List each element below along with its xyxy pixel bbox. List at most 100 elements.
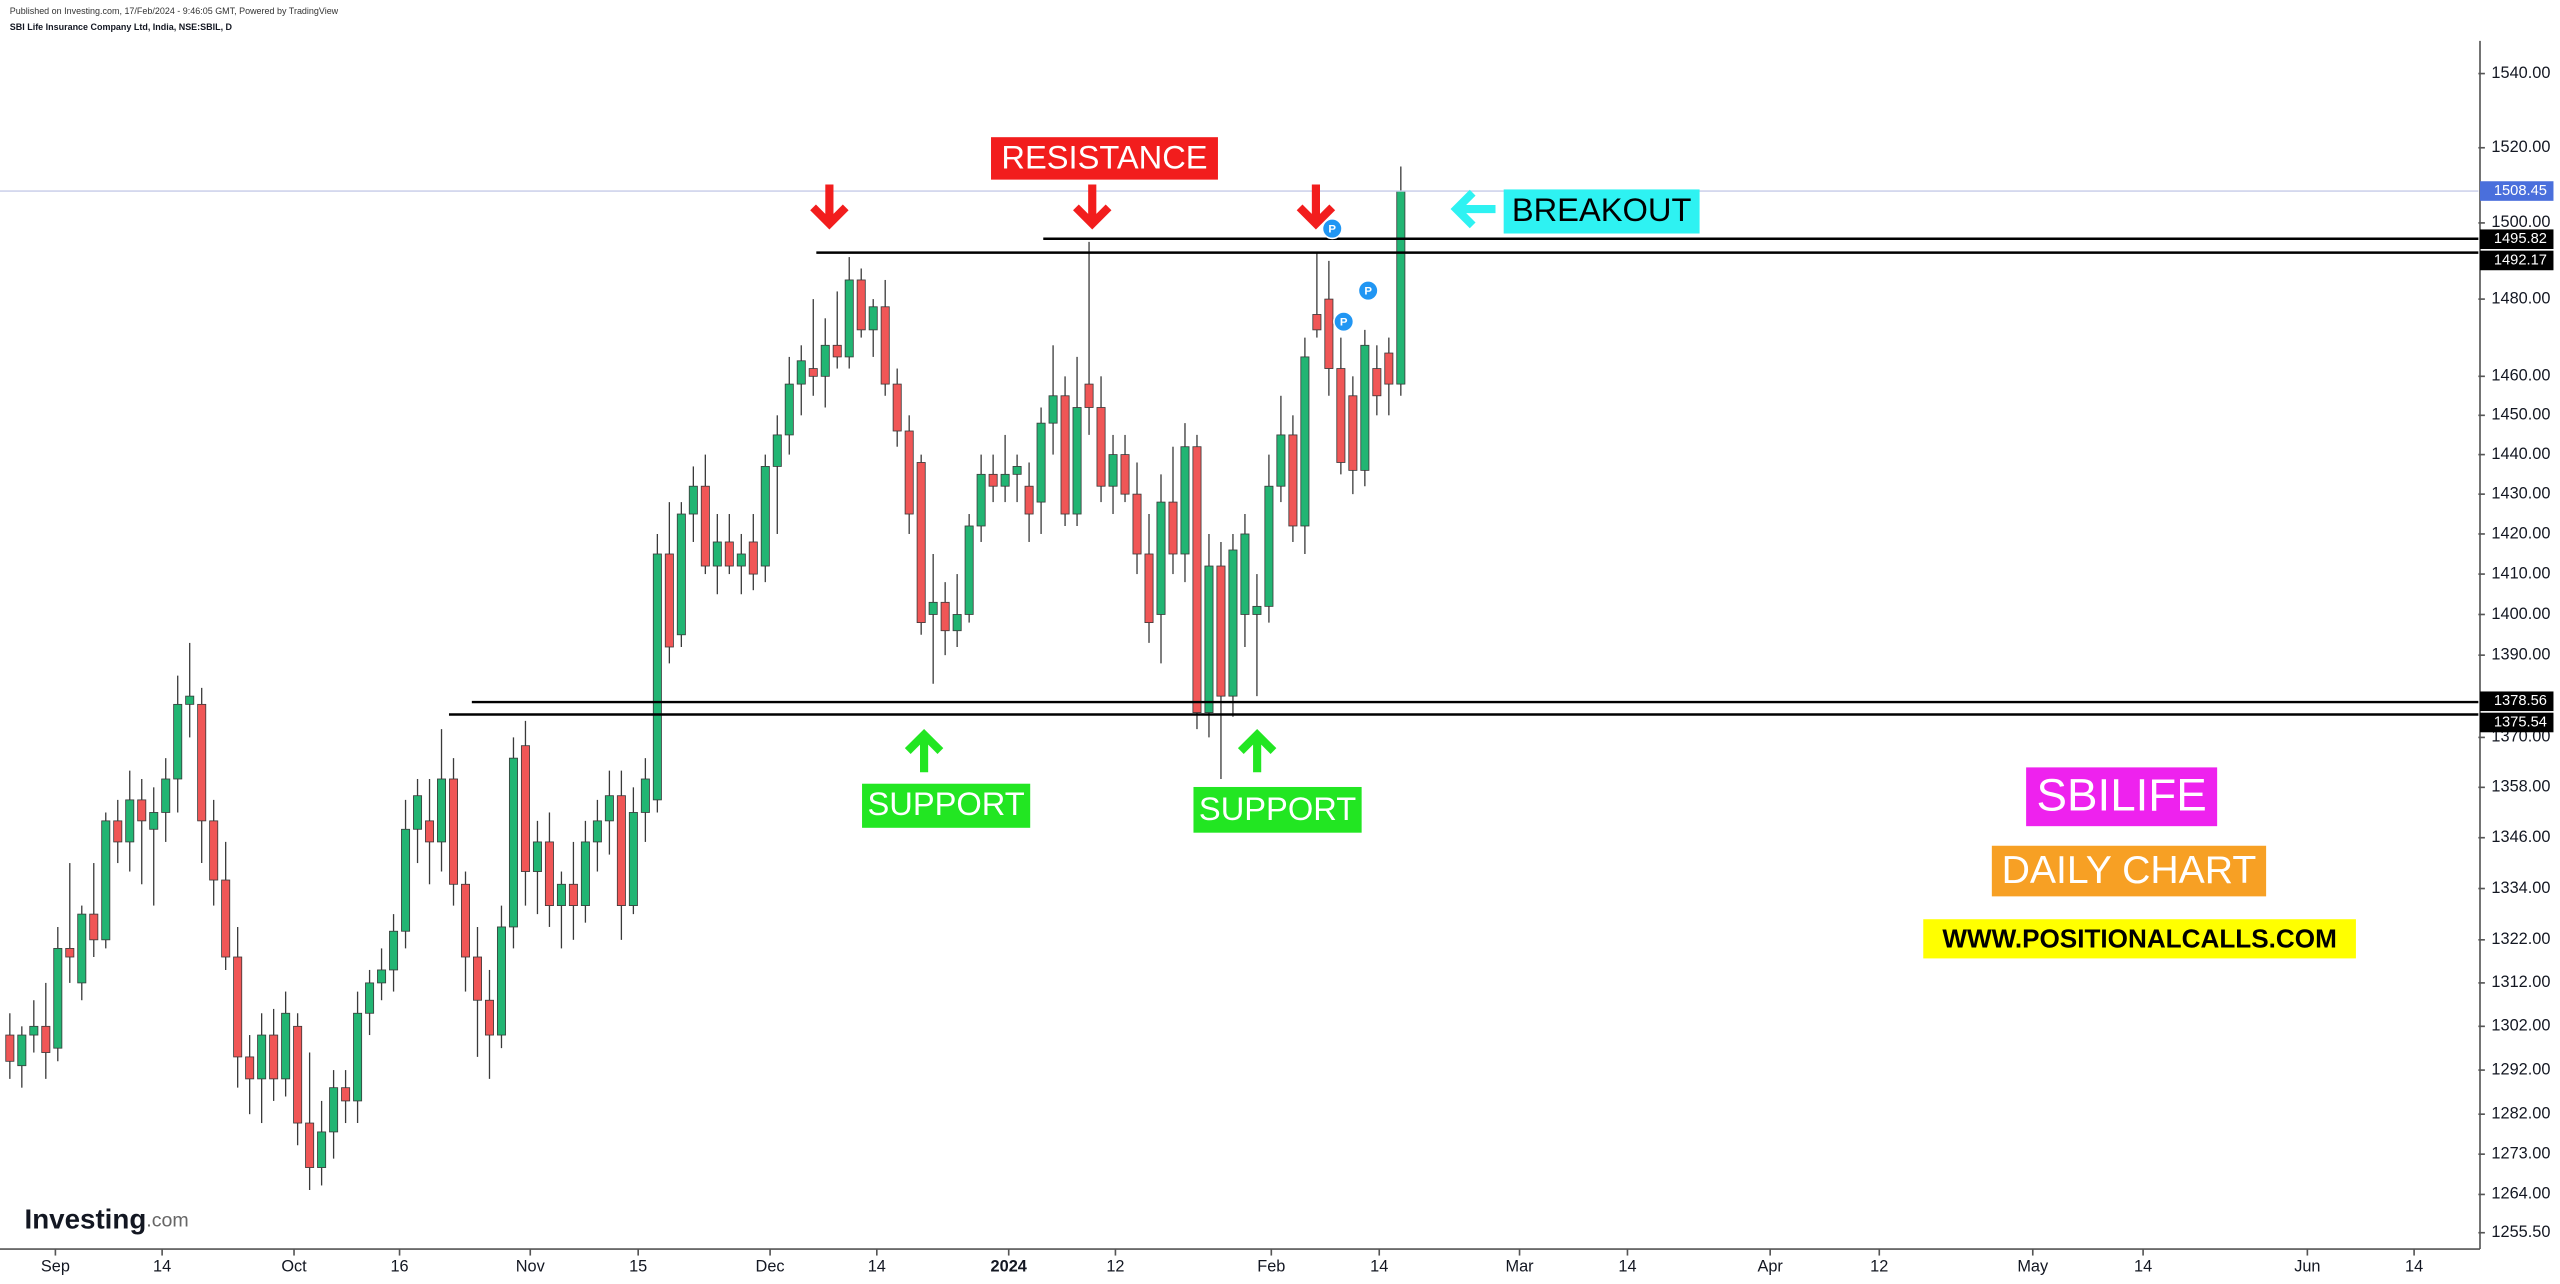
pivot-label: P — [1328, 223, 1336, 235]
candle-body — [616, 795, 626, 906]
candle-body — [77, 913, 87, 984]
candle-body — [760, 466, 770, 567]
x-tick-label: 14 — [2134, 1257, 2152, 1275]
candle-body — [1312, 314, 1322, 331]
candle-body — [496, 926, 506, 1036]
candle-body — [544, 841, 554, 906]
candle-body — [125, 799, 135, 843]
candle-body — [317, 1131, 327, 1168]
candle-body — [185, 695, 195, 705]
candle-body — [1300, 356, 1310, 527]
candle-body — [1000, 473, 1010, 487]
down-arrow — [1073, 184, 1112, 230]
candle-body — [41, 1025, 51, 1053]
candle-body — [748, 541, 758, 575]
candle-body — [1276, 434, 1286, 487]
y-tick-label: 1480.00 — [2491, 289, 2550, 307]
publish-note: Published on Investing.com, 17/Feb/2024 … — [10, 6, 339, 16]
candle-body — [664, 553, 674, 648]
candle-body — [413, 795, 423, 830]
candle-body — [473, 956, 482, 1001]
candle-body — [520, 745, 530, 872]
candle-body — [1024, 485, 1034, 515]
candle-body — [1336, 368, 1346, 463]
x-tick-label: 14 — [868, 1257, 886, 1275]
candle-body — [1084, 383, 1094, 408]
logo-suffix: .com — [146, 1209, 188, 1231]
x-tick-label: Dec — [756, 1257, 785, 1275]
plot: 1540.00 1520.00 1500.00 1480.00 1460.00 1450.… — [0, 64, 2554, 1275]
candle-body — [964, 525, 974, 615]
candle-body — [640, 778, 650, 813]
candle-body — [556, 883, 566, 906]
pivot-marker — [1321, 217, 1343, 240]
x-tick-label: 12 — [1870, 1257, 1888, 1275]
x-tick-label: 12 — [1106, 1257, 1124, 1275]
candle-body — [628, 812, 638, 906]
candle-body — [700, 485, 710, 567]
candle-body — [1192, 446, 1202, 714]
candle-body — [772, 434, 782, 467]
up-arrow — [904, 728, 944, 773]
symbol-label: SBILIFE — [2037, 769, 2207, 820]
candle-body — [1036, 422, 1046, 503]
candle-body — [401, 828, 411, 932]
candle-body — [209, 820, 219, 881]
x-tick-label: 16 — [390, 1257, 408, 1275]
candle-body — [484, 999, 494, 1036]
x-tick-label: Mar — [1505, 1257, 1534, 1275]
left-arrow — [1450, 189, 1496, 229]
candle-body — [1180, 446, 1190, 555]
candle-body — [1204, 565, 1214, 714]
breakout-box — [1503, 189, 1700, 234]
candle-body — [1168, 501, 1178, 555]
support-label: SUPPORT — [868, 785, 1025, 822]
candle-body — [592, 820, 602, 843]
candle-body — [197, 703, 207, 822]
candle-body — [724, 541, 734, 567]
y-tick-label: 1312.00 — [2491, 973, 2550, 991]
candle-body — [688, 485, 698, 515]
logo-name: Investing — [24, 1204, 146, 1235]
x-tick-label: 14 — [1618, 1257, 1636, 1275]
candle-body — [712, 541, 722, 567]
candle-body — [173, 703, 183, 780]
candle-body — [1372, 368, 1382, 397]
candle-body — [461, 883, 470, 958]
candle-body — [1348, 395, 1358, 471]
candle-body — [161, 778, 171, 813]
level-label: 1492.17 — [2494, 252, 2547, 268]
last-price-badge — [2480, 181, 2554, 201]
resistance-box — [991, 137, 1218, 180]
y-tick-label: 1322.00 — [2491, 930, 2550, 948]
candle-body — [1144, 553, 1154, 623]
candle-body — [856, 279, 866, 331]
y-tick-label: 1273.00 — [2491, 1144, 2550, 1162]
candle-body — [1384, 352, 1394, 385]
level-badge — [2480, 250, 2554, 271]
candle-body — [1072, 407, 1082, 515]
level-badge — [2480, 691, 2554, 712]
y-tick-label: 1460.00 — [2491, 367, 2550, 385]
level-badge — [2480, 229, 2554, 250]
candle-body — [868, 306, 878, 331]
y-tick-label: 1346.00 — [2491, 828, 2550, 846]
candle-body — [5, 1034, 15, 1062]
x-tick-label: May — [2017, 1257, 2049, 1275]
candle-body — [580, 841, 590, 906]
candle-body — [1096, 407, 1106, 487]
pivot-marker — [1357, 280, 1379, 302]
candle-body — [952, 614, 962, 632]
x-tick-label: Feb — [1257, 1257, 1285, 1275]
breakout-label: BREAKOUT — [1512, 191, 1692, 228]
pivot-marker — [1333, 311, 1355, 333]
candle-body — [305, 1122, 315, 1168]
website-label: WWW.POSITIONALCALLS.COM — [1942, 923, 2337, 953]
x-tick-label: Apr — [1757, 1257, 1783, 1275]
y-tick-label: 1520.00 — [2491, 138, 2550, 156]
candle-body — [377, 969, 387, 984]
x-tick-label: Nov — [516, 1257, 546, 1275]
candle-body — [604, 795, 614, 822]
y-tick-label: 1292.00 — [2491, 1060, 2550, 1078]
